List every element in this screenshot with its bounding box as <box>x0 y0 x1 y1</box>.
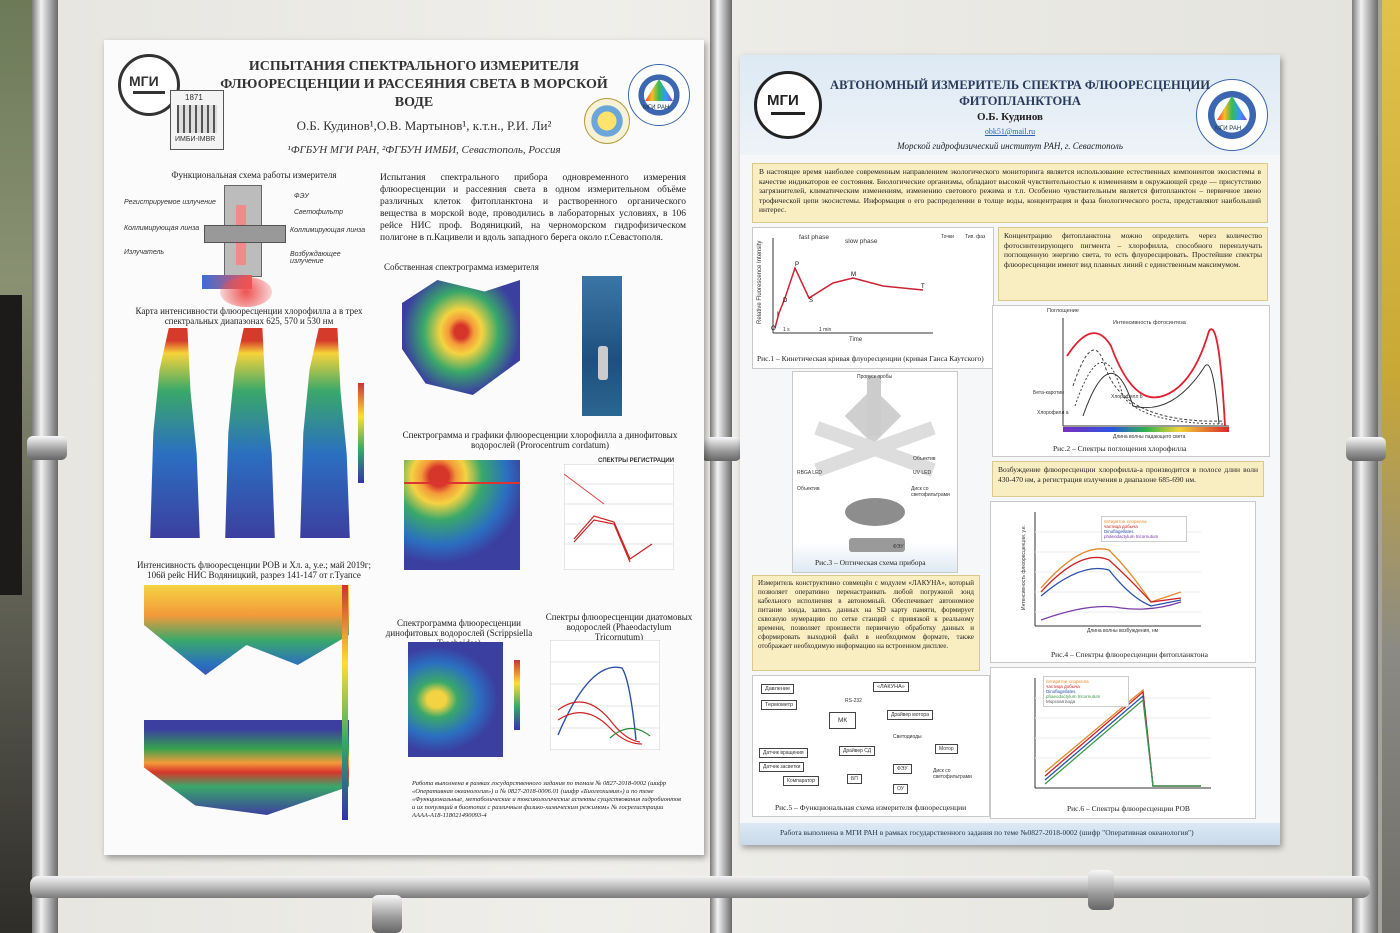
poster-left: МГИ 1871 ИМБИ-IMBR МГИ РАН ИСПЫТАНИЯ СПЕ… <box>104 40 704 855</box>
frame-clamp <box>372 895 402 933</box>
section-plot-1 <box>144 585 349 675</box>
optical-scheme-figure: Пропуск пробы RBGA LED UV LED Объектив О… <box>792 371 958 573</box>
chart-legend: пятирятое хлорелла частица добыча Dinofl… <box>1043 676 1129 707</box>
frame-clamp <box>701 437 741 461</box>
mgi-logo: МГИ <box>754 71 822 139</box>
intro-text: Испытания спектрального прибора одноврем… <box>380 173 686 243</box>
lakuna-box: Измеритель конструктивно совмещён с моду… <box>752 575 980 671</box>
poster-right: МГИ МГИ РАН АВТОНОМНЫЙ ИЗМЕРИТЕЛЬ СПЕКТР… <box>740 55 1280 845</box>
poster-authors: О.Б. Кудинов¹,О.В. Мартынов¹, к.т.н., Р.… <box>296 118 552 133</box>
point-label: M <box>851 272 856 278</box>
poster-institute: Морской гидрофизический институт РАН, г.… <box>897 141 1123 151</box>
intro-box: В настоящее время наиболее современным н… <box>752 163 1268 223</box>
point-label: D <box>783 298 788 304</box>
instrument-scheme: Регистрируемое излучение ФЭУ Светофильтр… <box>124 185 374 310</box>
frame-pole-right <box>1352 0 1378 933</box>
frame-pole-middle <box>710 0 732 933</box>
poster-author: О.Б. Кудинов <box>977 111 1043 123</box>
colorbar <box>514 660 520 730</box>
figure-caption: Рис.6 – Спектры флюоресценции РОВ <box>1067 804 1190 813</box>
frame-clamp <box>1088 870 1114 910</box>
functional-scheme-figure: Давление Термометр «ЛАКУНА» RS-232 МК Др… <box>752 675 990 817</box>
background-person <box>0 295 22 595</box>
mgi-logo: МГИ <box>118 54 180 116</box>
figure-caption: Рис.2 – Спектры поглощения хлорофилла <box>1053 444 1187 453</box>
poster-header-bg <box>740 55 1280 155</box>
section-plot-2 <box>144 720 349 815</box>
point-label: S <box>809 298 813 304</box>
frame-clamp <box>27 436 67 460</box>
chlorophyll-maps <box>144 328 364 546</box>
funding-text: Работа выполнена в рамках государственно… <box>412 780 681 819</box>
absorption-spectra-figure: Поглощение Интенсивность фотосинтеза Бет… <box>992 305 1270 457</box>
diatom-spectra-chart <box>550 640 660 750</box>
frame-pole-left <box>32 0 58 933</box>
own-spectrogram <box>402 280 520 395</box>
imbr-logo: 1871 ИМБИ-IMBR <box>170 90 224 150</box>
diatom-title: Спектры флюоресценции диатомовых водорос… <box>545 612 693 642</box>
section-title: Интенсивность флюоресценции РОВ и Хл. a,… <box>137 560 371 580</box>
poster-title: ИСПЫТАНИЯ СПЕКТРАЛЬНОГО ИЗМЕРИТЕЛЯ ФЛЮОР… <box>220 59 608 110</box>
maps-title: Карта интенсивности флюоресценции хлороф… <box>135 306 363 326</box>
phytoplankton-spectra-figure: пятирятое хлорелла частица добыча Dinofl… <box>990 501 1256 663</box>
chart-legend: пятирятое хлорелла частица добыча Dinofl… <box>1101 516 1187 542</box>
frame-bottom-bar <box>30 876 1370 898</box>
ras-logo: МГИ РАН <box>1196 79 1268 151</box>
dino-spectrogram <box>408 642 503 757</box>
background-right <box>1382 0 1400 933</box>
poster-footer: Работа выполнена в МГИ РАН в рамках госу… <box>740 823 1280 845</box>
poster-affiliation: ¹ФГБУН МГИ РАН, ²ФГБУН ИМБИ, Севастополь… <box>287 144 561 156</box>
point-label: O <box>771 326 776 332</box>
point-label: T <box>921 284 925 290</box>
poster-email: obk51@mail.ru <box>984 127 1036 136</box>
chl-spectrogram-title: Спектрограмма и графики флюоресценции хл… <box>402 430 678 450</box>
figure-caption: Рис.5 – Функциональная схема измерителя … <box>775 803 967 812</box>
figure-caption: Рис.3 – Оптическая схема прибора <box>815 558 926 567</box>
figure-caption: Рис.1 – Кинетическая кривая флуоресценци… <box>757 354 984 363</box>
registration-spectra-chart <box>564 464 674 570</box>
own-spectrogram-title: Собственная спектрограмма измерителя <box>384 262 539 272</box>
instrument-photo <box>582 276 622 416</box>
poster-title: АВТОНОМНЫЙ ИЗМЕРИТЕЛЬ СПЕКТРА ФЛЮОРЕСЦЕН… <box>830 78 1210 108</box>
scheme-title: Функциональная схема работы измерителя <box>171 170 337 180</box>
department-logo <box>584 98 630 144</box>
chl-spectrogram <box>404 460 520 570</box>
kautsky-curve-figure: O I D P S M T fast phase slow phase Rela… <box>752 227 994 369</box>
concentration-box: Концентрацию фитопланктона можно определ… <box>998 227 1268 301</box>
excitation-box: Возбуждение флюоресценции хлорофилла-a п… <box>992 461 1264 497</box>
point-label: P <box>795 262 799 268</box>
point-label: I <box>777 312 779 318</box>
frame-clamp <box>1346 437 1386 461</box>
figure-caption: Рис.4 – Спектры флюоресценции фитопланкт… <box>1051 650 1208 659</box>
dom-spectra-figure: пятирятое хлорелла частица добыча Dinofl… <box>990 667 1256 819</box>
registration-label: СПЕКТРЫ РЕГИСТРАЦИИ <box>598 458 675 464</box>
ras-logo: МГИ РАН <box>628 64 690 126</box>
colorbar <box>342 585 348 820</box>
